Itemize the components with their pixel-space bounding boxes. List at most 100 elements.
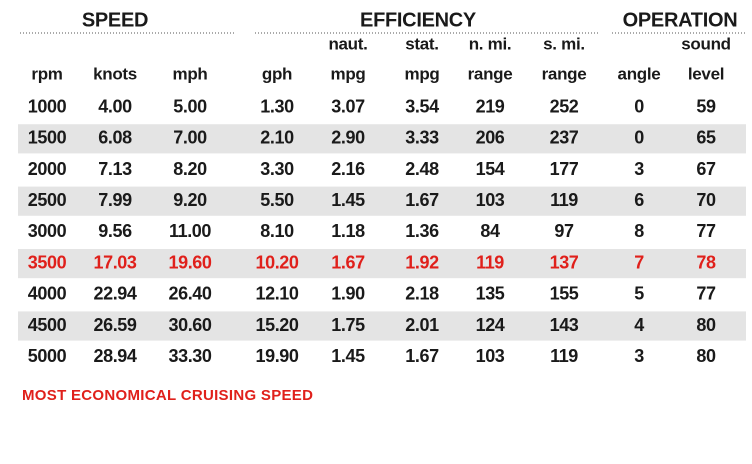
group-header: SPEED bbox=[82, 9, 148, 31]
cell: 4.00 bbox=[98, 96, 132, 116]
cell: 135 bbox=[476, 284, 505, 304]
column-header: range bbox=[542, 64, 587, 83]
cell: 6.08 bbox=[98, 128, 132, 148]
cell: 2.10 bbox=[260, 128, 294, 148]
row-background bbox=[18, 249, 746, 279]
column-header: range bbox=[468, 64, 513, 83]
cell: 67 bbox=[696, 159, 716, 179]
cell: 8.20 bbox=[173, 159, 207, 179]
cell: 10.20 bbox=[255, 252, 298, 272]
cell: 4500 bbox=[28, 315, 67, 335]
cell: 1.67 bbox=[405, 346, 439, 366]
cell: 4000 bbox=[28, 284, 67, 304]
table-row: 3500 17.03 19.60 10.20 1.67 1.92 119 137 7 78 bbox=[18, 249, 746, 279]
cell: 3 bbox=[634, 159, 644, 179]
footnote: MOST ECONOMICAL CRUISING SPEED bbox=[22, 387, 313, 404]
cell: 2.90 bbox=[331, 128, 365, 148]
cell: 3 bbox=[634, 346, 644, 366]
table-row: 5000 28.94 33.30 19.90 1.45 1.67 103 119 3 80 bbox=[28, 346, 717, 366]
cell: 1.67 bbox=[331, 252, 365, 272]
cell: 9.20 bbox=[173, 190, 207, 210]
cell: 28.94 bbox=[93, 346, 136, 366]
cell: 5 bbox=[634, 284, 644, 304]
cell: 3.33 bbox=[405, 128, 439, 148]
cell: 3.30 bbox=[260, 159, 294, 179]
cell: 77 bbox=[696, 221, 716, 241]
cell: 11.00 bbox=[169, 221, 211, 241]
cell: 78 bbox=[696, 252, 716, 272]
table-row: 3000 9.56 11.00 8.10 1.18 1.36 84 97 8 77 bbox=[28, 221, 717, 241]
row-background bbox=[18, 311, 746, 341]
cell: 4 bbox=[634, 315, 644, 335]
cell: 1.92 bbox=[405, 252, 439, 272]
cell: 5000 bbox=[28, 346, 67, 366]
cell: 3000 bbox=[28, 221, 67, 241]
cell: 119 bbox=[550, 346, 578, 366]
cell: 1.18 bbox=[331, 221, 365, 241]
cell: 26.59 bbox=[93, 315, 136, 335]
cell: 177 bbox=[550, 159, 579, 179]
cell: 154 bbox=[476, 159, 505, 179]
cell: 7 bbox=[634, 252, 644, 272]
column-header: mpg bbox=[331, 64, 366, 83]
cell: 1.90 bbox=[331, 284, 365, 304]
cell: 3.07 bbox=[331, 96, 365, 116]
column-header: n. mi. bbox=[469, 34, 512, 53]
cell: 1.75 bbox=[331, 315, 365, 335]
cell: 7.13 bbox=[98, 159, 132, 179]
cell: 119 bbox=[550, 190, 578, 210]
column-header: angle bbox=[618, 64, 661, 83]
cell: 77 bbox=[696, 284, 716, 304]
cell: 2.01 bbox=[405, 315, 439, 335]
cell: 2.18 bbox=[405, 284, 439, 304]
cell: 1.67 bbox=[405, 190, 439, 210]
cell: 22.94 bbox=[93, 284, 136, 304]
cell: 219 bbox=[476, 96, 505, 116]
row-background bbox=[18, 186, 746, 216]
cell: 1.45 bbox=[331, 190, 365, 210]
cell: 70 bbox=[696, 190, 716, 210]
cell: 3.54 bbox=[405, 96, 439, 116]
cell: 119 bbox=[476, 252, 504, 272]
group-header: OPERATION bbox=[623, 9, 738, 31]
column-header: knots bbox=[93, 64, 137, 83]
column-header: level bbox=[688, 64, 724, 83]
cell: 17.03 bbox=[93, 252, 136, 272]
cell: 2.48 bbox=[405, 159, 439, 179]
cell: 59 bbox=[696, 96, 716, 116]
cell: 19.60 bbox=[168, 252, 211, 272]
cell: 124 bbox=[476, 315, 505, 335]
cell: 2.16 bbox=[331, 159, 365, 179]
cell: 1500 bbox=[28, 128, 67, 148]
table-row: 2000 7.13 8.20 3.30 2.16 2.48 154 177 3 67 bbox=[28, 159, 717, 179]
cell: 7.99 bbox=[98, 190, 132, 210]
row-background bbox=[18, 124, 746, 154]
cell: 2000 bbox=[28, 159, 67, 179]
cell: 1.30 bbox=[260, 96, 294, 116]
cell: 7.00 bbox=[173, 128, 207, 148]
cell: 137 bbox=[550, 252, 579, 272]
cell: 65 bbox=[696, 128, 716, 148]
table-row: 4500 26.59 30.60 15.20 1.75 2.01 124 143 4 80 bbox=[18, 311, 746, 341]
column-header: naut. bbox=[328, 34, 367, 53]
column-header: stat. bbox=[405, 34, 438, 53]
cell: 12.10 bbox=[255, 284, 298, 304]
cell: 80 bbox=[696, 315, 716, 335]
cell: 84 bbox=[480, 221, 500, 241]
cell: 103 bbox=[476, 346, 505, 366]
column-header: rpm bbox=[31, 64, 62, 83]
cell: 8.10 bbox=[260, 221, 294, 241]
cell: 5.50 bbox=[260, 190, 294, 210]
table-row: 1000 4.00 5.00 1.30 3.07 3.54 219 252 0 59 bbox=[28, 96, 717, 116]
cell: 237 bbox=[550, 128, 579, 148]
column-header: gph bbox=[262, 64, 292, 83]
cell: 80 bbox=[696, 346, 716, 366]
cell: 30.60 bbox=[168, 315, 211, 335]
column-header: sound bbox=[681, 34, 731, 53]
cell: 97 bbox=[554, 221, 574, 241]
column-header: mpg bbox=[405, 64, 440, 83]
cell: 33.30 bbox=[168, 346, 211, 366]
cell: 0 bbox=[634, 96, 644, 116]
table-row: 1500 6.08 7.00 2.10 2.90 3.33 206 237 0 65 bbox=[18, 124, 746, 154]
